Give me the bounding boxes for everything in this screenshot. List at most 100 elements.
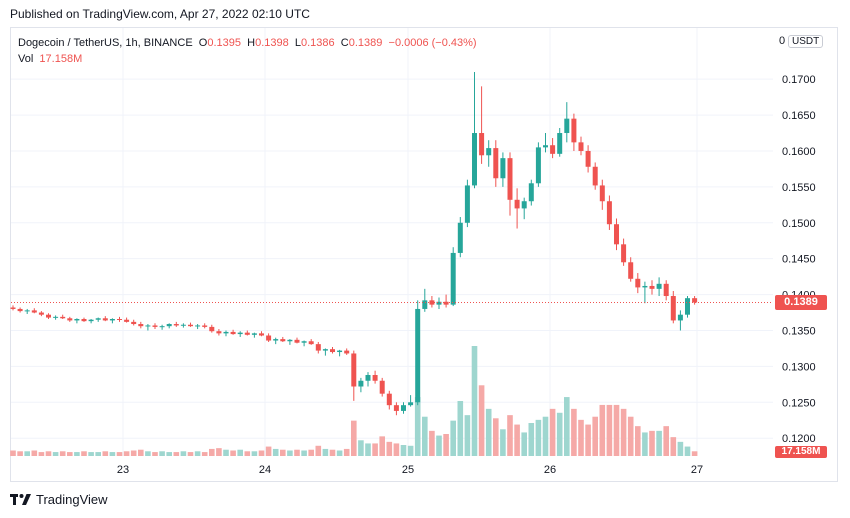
volume-bar [485,408,492,456]
candle-body [301,341,307,343]
volume-label: Vol [18,53,34,65]
volume-bar [535,419,542,456]
candle-body [628,262,634,279]
volume-bars [10,346,698,456]
brand-name: TradingView [36,492,108,507]
price-tick-label: 0.1550 [782,182,816,194]
high-value: 0.1398 [255,37,289,49]
candle-body [692,298,698,303]
volume-bar [223,449,229,456]
candle-body [10,307,16,309]
volume-bar [180,451,187,456]
candle-body [138,324,144,327]
volume-bar [514,424,520,456]
volume-bar [322,448,329,456]
candle-body [550,145,556,154]
volume-bar [244,451,251,456]
time-tick-label: 23 [117,464,129,476]
candle-body [74,319,80,321]
candle-body [571,118,577,143]
volume-bar [620,408,627,456]
candle-body [67,318,73,321]
candle-body [464,185,470,223]
candles [10,71,698,416]
volume-bar [329,449,336,456]
candle-body [259,333,264,336]
volume-bar [436,435,442,456]
candle-body [457,222,463,253]
price-axis-top-label: 0 [779,35,786,47]
candle-body [53,316,59,318]
volume-bar [187,452,194,456]
volume-bar [209,448,215,456]
candle-body [230,331,236,335]
candle-body [152,325,158,327]
currency-button[interactable]: USDT [788,35,824,48]
volume-bar [38,452,45,456]
price-axis-ticks: 0.17000.16500.16000.15500.15000.14500.14… [782,74,816,445]
volume-bar [152,452,158,456]
price-tick-label: 0.1300 [782,361,816,373]
volume-bar [464,415,471,456]
candle-body [408,402,414,406]
volume-bar [571,408,577,456]
candle-body [493,148,499,179]
price-tick-label: 0.1500 [782,218,816,230]
symbol-title[interactable]: Dogecoin / TetherUS, 1h, BINANCE [18,37,193,49]
candle-body [642,285,648,288]
volume-bar [351,420,357,456]
volume-bar [528,423,535,456]
published-caption: Published on TradingView.com, Apr 27, 20… [10,7,310,21]
volume-bar [358,440,364,456]
candle-body [244,332,250,335]
volume-bar [642,432,648,456]
time-tick-label: 27 [691,464,703,476]
candle-body [287,339,293,342]
candle-body [585,150,591,167]
candle-body [393,405,399,411]
volume-tag: 17.158M [775,446,827,458]
volume-bar [443,434,449,456]
candle-body [592,166,598,186]
volume-bar [59,451,66,456]
volume-bar [95,452,101,456]
candle-body [109,319,115,321]
candle-body [436,301,442,305]
candle-body [131,321,137,325]
price-tick-label: 0.1700 [782,74,816,86]
footer-brand[interactable]: TradingView [10,492,108,507]
open-value: 0.1395 [207,37,242,49]
candle-body [280,339,286,342]
candle-body [273,339,279,341]
volume-bar [31,450,38,456]
candle-body [344,350,350,354]
volume-bar [336,450,343,456]
candle-body [308,341,314,345]
volume-bar [606,404,613,456]
volume-bar [365,443,371,456]
candle-body [685,298,690,315]
candle-body [95,318,101,320]
candle-body [117,319,122,320]
candle-body [209,326,215,332]
tradingview-logo-icon [10,493,31,505]
candle-body [166,324,172,327]
volume-bar [386,441,393,456]
change-value: −0.0006 (−0.43%) [388,37,477,49]
volume-bar [407,445,414,456]
volume-bar [663,426,669,456]
low-value: 0.1386 [301,37,335,49]
candle-body [635,278,641,288]
volume-bar [649,430,655,456]
candle-body [180,324,186,326]
candle-body [557,133,563,154]
candle-body [223,331,229,334]
candle-body [386,393,392,406]
volume-bar [173,452,180,456]
volume-bar [542,416,549,456]
candle-body [507,158,513,200]
candle-body [195,325,201,327]
high-label: H [247,37,256,49]
time-tick-label: 25 [402,464,414,476]
